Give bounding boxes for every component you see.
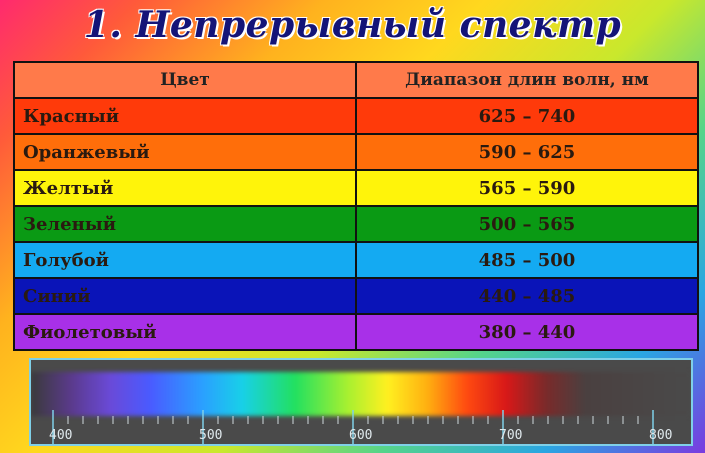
table-row: Голубой 485 – 500: [13, 241, 699, 279]
wavelength-range-cell: 590 – 625: [355, 133, 699, 171]
table-row: Оранжевый 590 – 625: [13, 133, 699, 171]
scale-label-800: 800: [649, 428, 673, 443]
color-name-cell: Желтый: [13, 169, 357, 207]
scale-label-500: 500: [199, 428, 223, 443]
scale-ticks: [52, 410, 654, 444]
color-name-cell: Синий: [13, 277, 357, 315]
scale-label-600: 600: [349, 428, 373, 443]
color-name-cell: Зеленый: [13, 205, 357, 243]
wavelength-range-cell: 485 – 500: [355, 241, 699, 279]
scale-label-700: 700: [499, 428, 523, 443]
spectrum-scale: 400 500 600 700 800: [29, 358, 693, 446]
color-name-cell: Красный: [13, 97, 357, 135]
table-row: Синий 440 – 485: [13, 277, 699, 315]
wavelength-table: Цвет Диапазон длин волн, нм Красный 625 –…: [13, 61, 699, 351]
table-row: Красный 625 – 740: [13, 97, 699, 135]
wavelength-range-cell: 500 – 565: [355, 205, 699, 243]
header-range: Диапазон длин волн, нм: [355, 61, 699, 99]
table-header-row: Цвет Диапазон длин волн, нм: [13, 61, 699, 99]
table-row: Желтый 565 – 590: [13, 169, 699, 207]
table-row: Зеленый 500 – 565: [13, 205, 699, 243]
color-name-cell: Голубой: [13, 241, 357, 279]
table-row: Фиолетовый 380 – 440: [13, 313, 699, 351]
wavelength-range-cell: 440 – 485: [355, 277, 699, 315]
scale-label-400: 400: [49, 428, 73, 443]
wavelength-range-cell: 565 – 590: [355, 169, 699, 207]
spectrum-band: [31, 372, 691, 416]
color-name-cell: Оранжевый: [13, 133, 357, 171]
wavelength-range-cell: 380 – 440: [355, 313, 699, 351]
header-color: Цвет: [13, 61, 357, 99]
color-name-cell: Фиолетовый: [13, 313, 357, 351]
page-title: 1. Непрерывный спектр: [83, 4, 622, 46]
wavelength-range-cell: 625 – 740: [355, 97, 699, 135]
